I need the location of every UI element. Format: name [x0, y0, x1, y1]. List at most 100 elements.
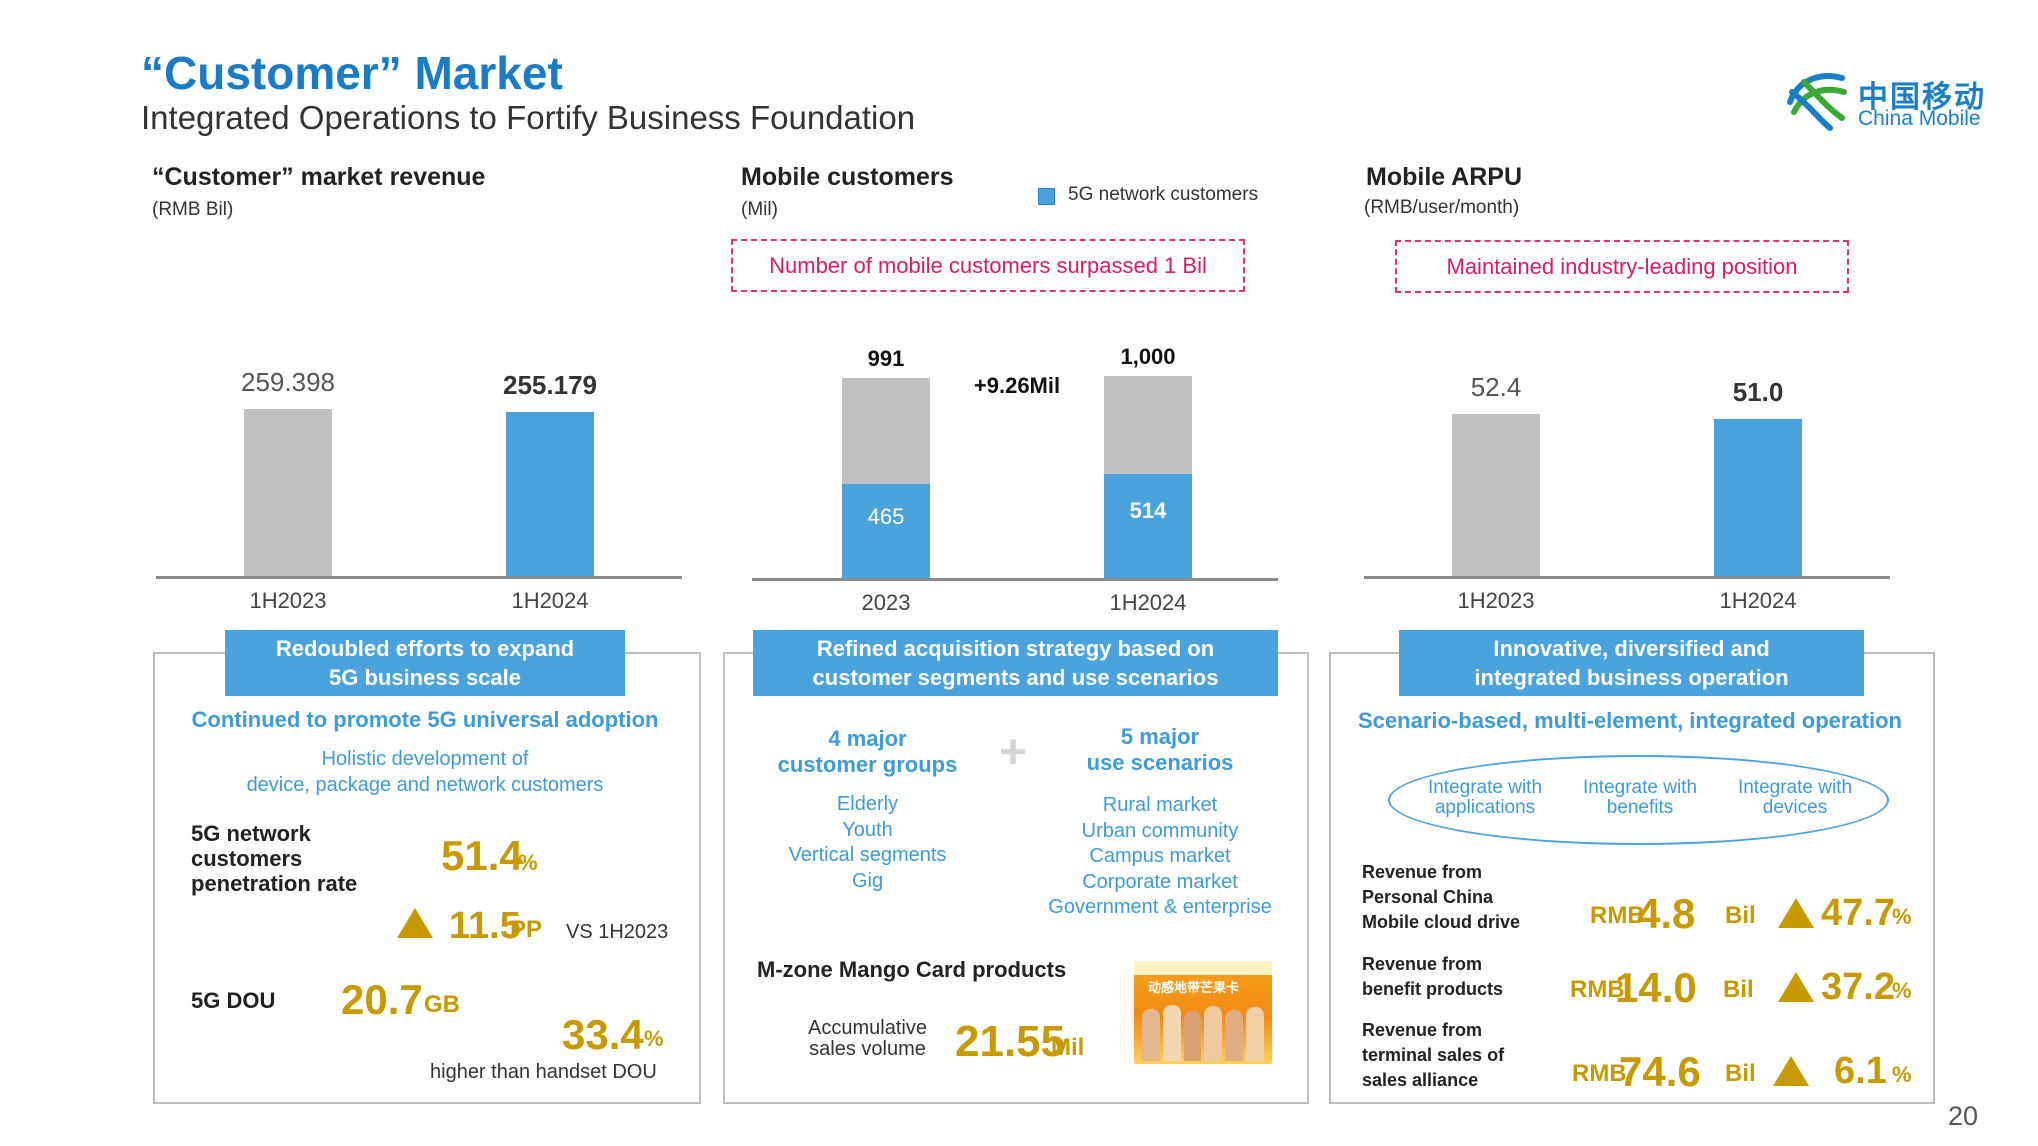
panel1-tab-line1: Redoubled efforts to expand: [275, 636, 575, 661]
revenue-value: 14.0: [1615, 964, 1697, 1011]
revenue-label-line: Mobile cloud drive: [1362, 912, 1521, 932]
revenue-label-line: sales alliance: [1362, 1070, 1479, 1090]
panel3-tab: Innovative, diversified and integrated b…: [1399, 630, 1864, 696]
revenue-prefix: RMB: [1572, 1060, 1627, 1087]
revenue-value: 4.8: [1637, 890, 1696, 937]
mzone-title: M-zone Mango Card products: [757, 957, 1067, 982]
customer-group-item: Vertical segments: [788, 844, 947, 866]
revenue-label-line: Personal China: [1362, 887, 1494, 907]
revenue-label-line: Revenue from: [1362, 1020, 1483, 1040]
data-label: 255.179: [503, 370, 597, 400]
integrate-ellipse: [1388, 755, 1889, 845]
scenario-item: Rural market: [1102, 794, 1218, 816]
chart1-unit: (RMB Bil): [152, 199, 234, 220]
bar-1h2023: [1452, 414, 1540, 576]
integrate-item: Integrate with applications: [1410, 778, 1560, 818]
up-triangle-icon: [397, 908, 433, 938]
panel2-tab-line2: customer segments and use scenarios: [812, 665, 1219, 690]
panel3-revenue-rows: Revenue from Personal China Mobile cloud d…: [1329, 860, 1931, 1100]
pp-unit: PP: [510, 916, 543, 943]
panel1-sub-line2: device, package and network customers: [246, 774, 604, 796]
sales-label-2: sales volume: [809, 1038, 926, 1060]
scenarios-title: 5 major use scenarios: [1040, 724, 1280, 776]
penetration-unit: %: [518, 850, 538, 875]
bar-total-2023: [842, 378, 930, 484]
customer-group-item: Youth: [842, 818, 893, 841]
growth-annotation: +9.26Mil: [973, 373, 1061, 398]
up-triangle-icon: [1773, 1056, 1809, 1086]
chart3-unit: (RMB/user/month): [1364, 197, 1520, 218]
integrate-item-line: applications: [1434, 797, 1536, 818]
x-tick-label: 1H2024: [1719, 588, 1797, 613]
sales-label-1: Accumulative: [808, 1017, 927, 1039]
total-label: 1,000: [1120, 344, 1176, 369]
bar-1h2023: [244, 409, 332, 576]
total-label: 991: [867, 346, 905, 371]
chart1-title: “Customer” market revenue: [152, 163, 486, 191]
integrate-item-line: devices: [1762, 797, 1828, 818]
sales-value: 21.55: [955, 1017, 1066, 1066]
logo-chinese-text: 中国移动: [1858, 81, 1986, 114]
segment-label: 514: [1129, 498, 1167, 523]
scen-title-2: use scenarios: [1086, 750, 1234, 775]
scenario-item: Campus market: [1089, 845, 1231, 867]
integrate-item: Integrate with benefits: [1565, 778, 1715, 818]
revenue-unit: Bil: [1725, 1060, 1756, 1087]
groups-title-2: customer groups: [777, 752, 958, 777]
higher-unit: %: [644, 1026, 664, 1051]
penetration-value: 51.4: [441, 832, 523, 879]
growth-value: 37.2: [1821, 966, 1895, 1008]
card-text: 动感地带芒果卡: [1148, 981, 1240, 996]
legend-label: 5G network customers: [1068, 184, 1259, 205]
higher-value: 33.4: [562, 1011, 644, 1058]
revenue-label-line: terminal sales of: [1362, 1045, 1505, 1065]
scenario-item: Government & enterprise: [1048, 896, 1272, 918]
dou-label: 5G DOU: [191, 988, 276, 1013]
x-tick-label: 1H2024: [1109, 590, 1187, 615]
pen-label-1: 5G network: [191, 821, 311, 846]
revenue-prefix: RMB: [1570, 976, 1625, 1003]
penetration-label: 5G network customers penetration rate: [191, 821, 357, 896]
panel1-heading: Continued to promote 5G universal adopti…: [191, 707, 659, 732]
groups-list: Elderly Youth Vertical segments Gig: [750, 792, 985, 894]
panel3-tab-line2: integrated business operation: [1474, 665, 1789, 690]
integrate-item: Integrate with devices: [1720, 778, 1870, 818]
data-label: 52.4: [1470, 372, 1522, 402]
legend-swatch: [1038, 188, 1055, 205]
scenario-item: Urban community: [1081, 819, 1239, 842]
chart-customer-revenue: 259.398 1H2023 255.179 1H2024: [156, 300, 682, 620]
arpu-callout: Maintained industry-leading position: [1395, 240, 1849, 293]
panel1-tab: Redoubled efforts to expand 5G business …: [225, 630, 625, 696]
mobile-callout: Number of mobile customers surpassed 1 B…: [731, 239, 1245, 292]
integrate-item-line: Integrate with: [1427, 777, 1543, 798]
page-number: 20: [1948, 1101, 1979, 1131]
pp-vs: VS 1H2023: [566, 921, 669, 943]
x-tick-label: 1H2023: [249, 588, 327, 613]
bar-1h2024: [1714, 419, 1802, 576]
plus-icon: +: [999, 726, 1028, 779]
china-mobile-logo-icon: [1787, 73, 1847, 131]
data-label: 259.398: [241, 367, 335, 397]
x-tick-label: 1H2024: [511, 588, 589, 613]
bar-1h2024: [506, 412, 594, 576]
x-axis-line: [752, 578, 1278, 581]
groups-title-1: 4 major: [828, 726, 907, 751]
groups-title: 4 major customer groups: [750, 726, 985, 778]
chart-mobile-arpu: 52.4 1H2023 51.0 1H2024: [1364, 300, 1890, 620]
revenue-label-line: Revenue from: [1362, 862, 1483, 882]
growth-unit: %: [1892, 904, 1912, 929]
sales-unit: Mil: [1051, 1034, 1085, 1061]
x-tick-label: 1H2023: [1457, 588, 1535, 613]
x-axis-line: [1364, 576, 1890, 579]
integrate-items: Integrate with applications Integrate with…: [1410, 778, 1870, 818]
pen-label-2: customers: [191, 846, 303, 871]
scen-title-1: 5 major: [1120, 724, 1200, 749]
chart2-unit: (Mil): [741, 199, 778, 220]
panel3-tab-line1: Innovative, diversified and: [1493, 636, 1770, 661]
revenue-row-label: Revenue from Personal China Mobile cloud d…: [1362, 860, 1552, 935]
revenue-prefix: RMB: [1590, 902, 1645, 929]
up-triangle-icon: [1778, 972, 1814, 1002]
panel2-tab-line1: Refined acquisition strategy based on: [816, 636, 1215, 661]
chart2-title: Mobile customers: [741, 163, 954, 191]
customer-group-item: Gig: [851, 869, 884, 892]
